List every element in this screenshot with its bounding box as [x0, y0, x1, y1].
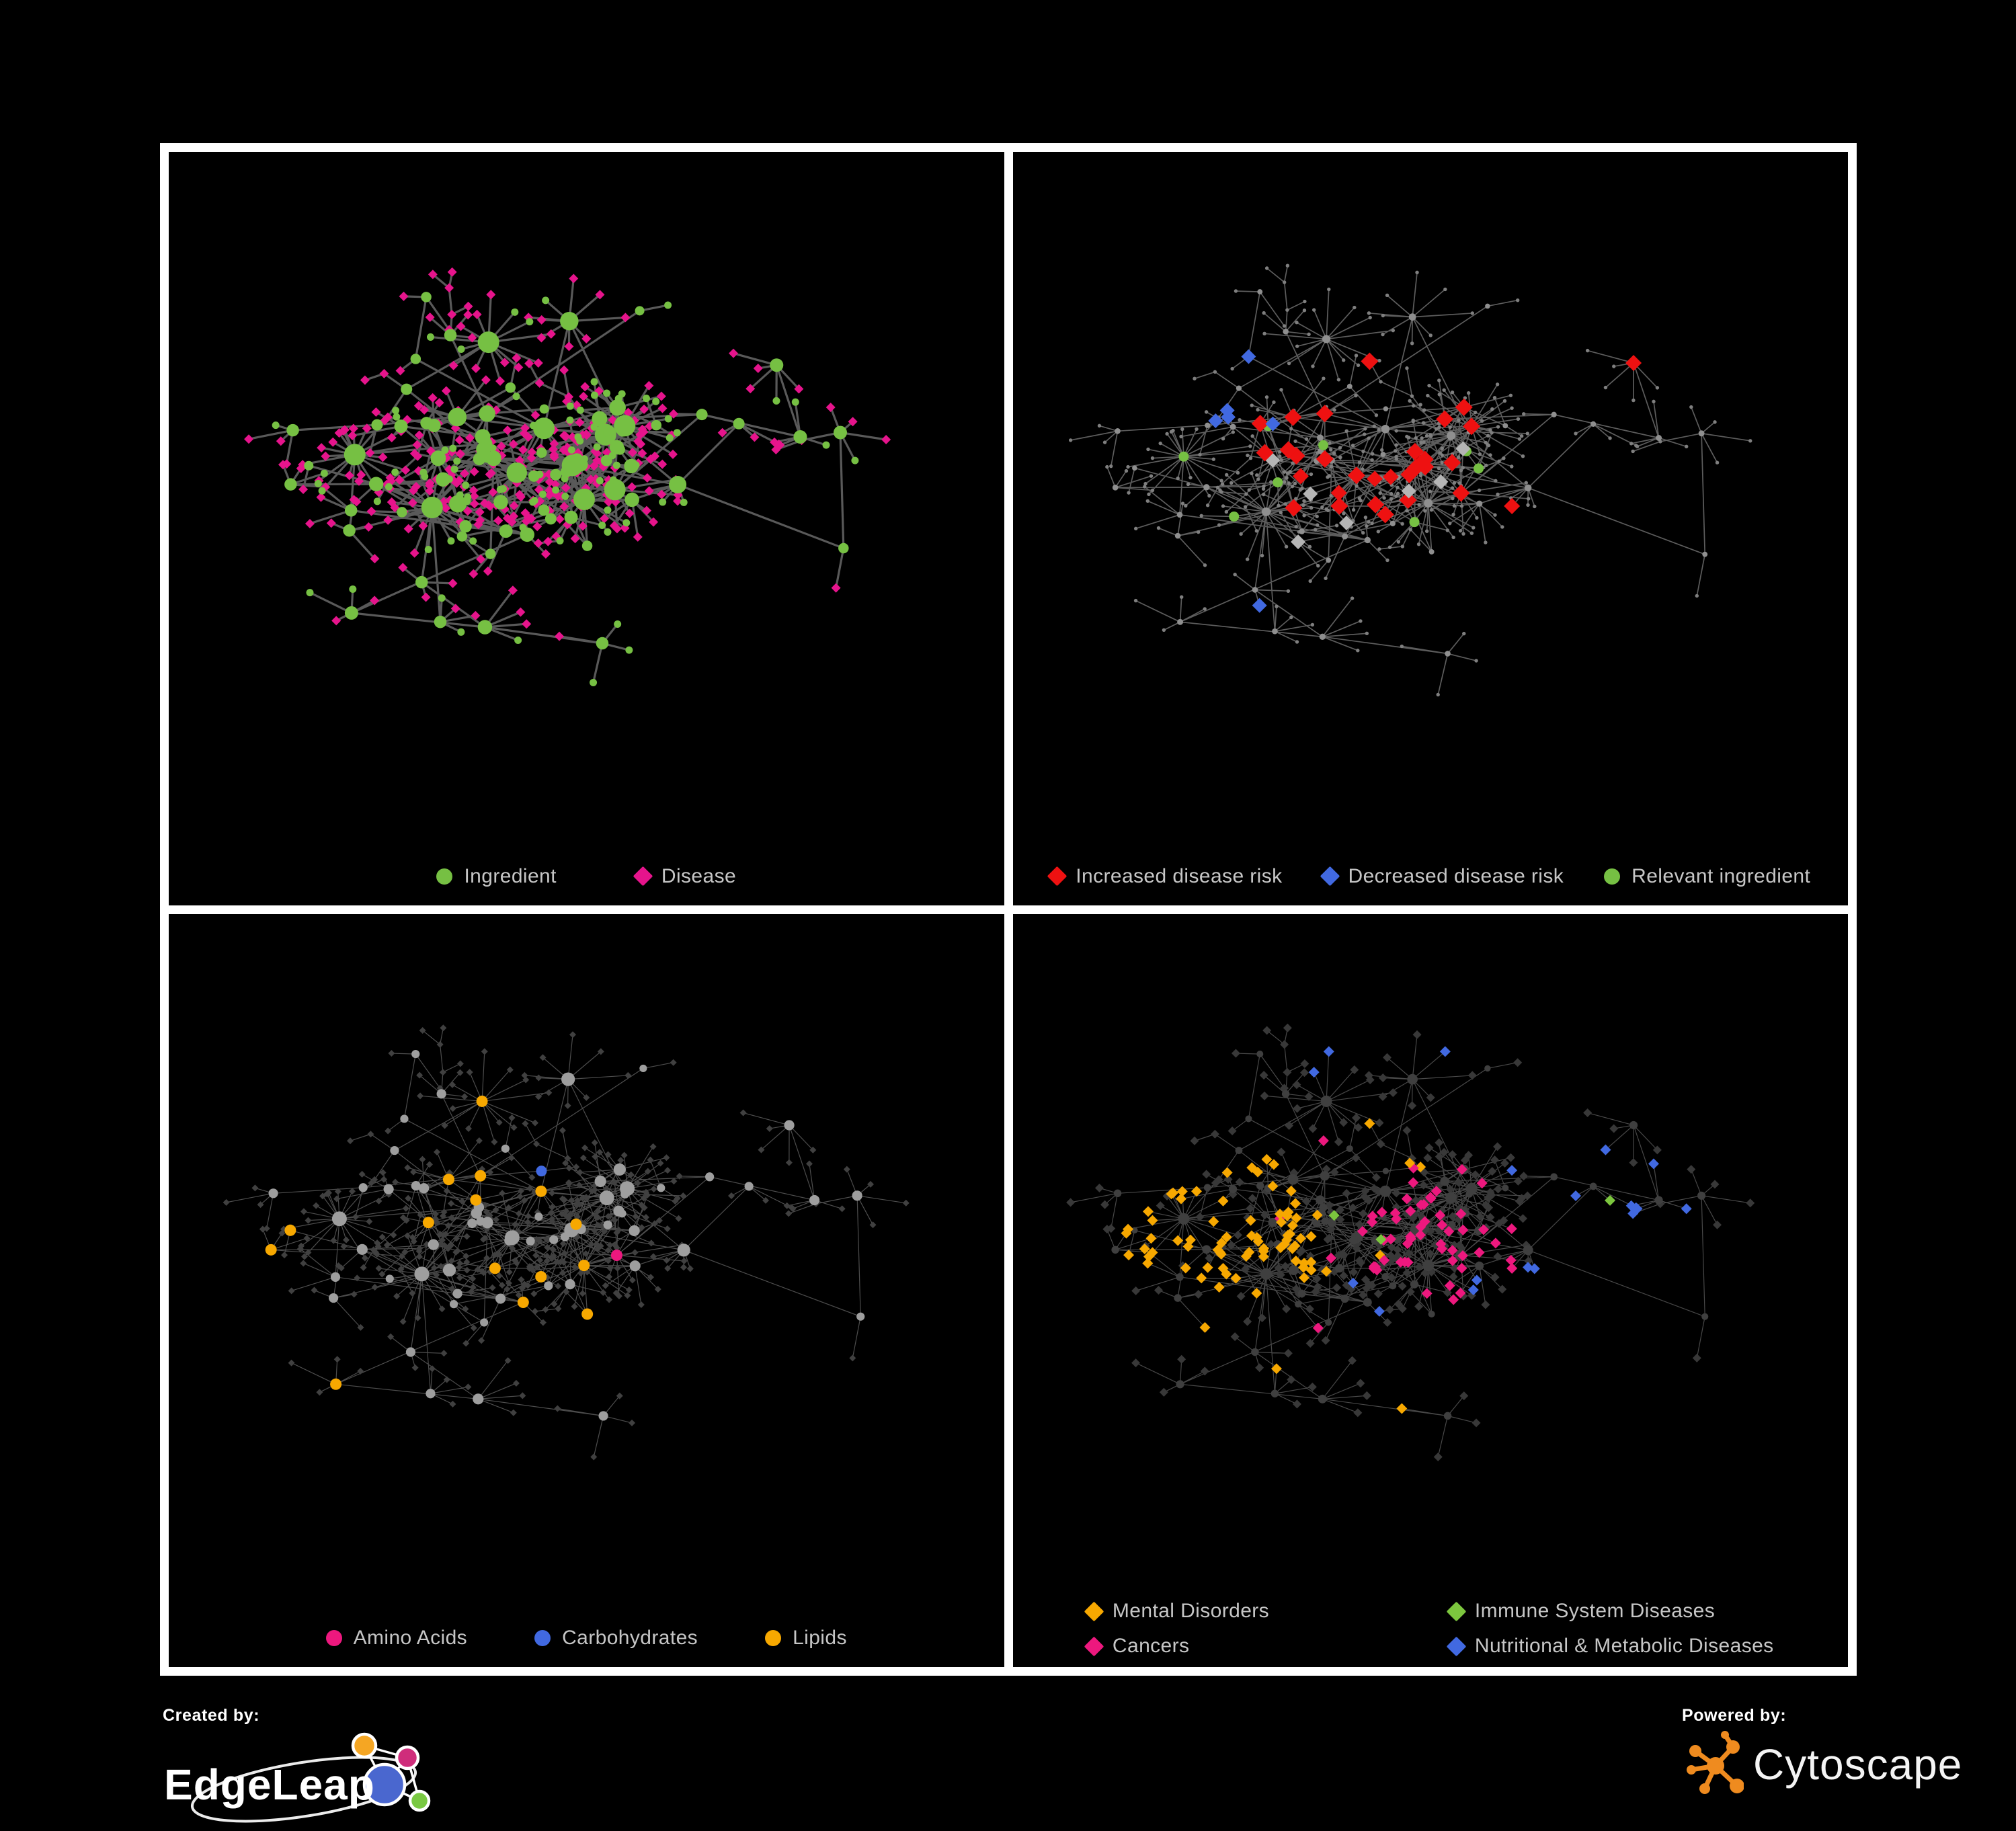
legend-item: Mental Disorders: [1084, 1600, 1426, 1623]
legend-item: Relevant ingredient: [1604, 865, 1810, 888]
network-graph: [1068, 263, 1752, 697]
legend-item: Cancers: [1084, 1635, 1426, 1658]
edgeleap-node-pink: [395, 1745, 420, 1771]
legend-marker-diamond-icon: [1320, 866, 1340, 887]
network-graph: [1065, 1023, 1755, 1461]
legend-marker-diamond-icon: [633, 866, 653, 887]
cytoscape-wordmark: Cytoscape: [1753, 1740, 1963, 1789]
powered-by-block: Powered by: Cytoscape: [1682, 1706, 1962, 1799]
edgeleap-glyph-nodes: [351, 1732, 431, 1812]
panel-grid: Ingredient Disease Increased disease risk…: [169, 152, 1848, 1667]
legend-label: Disease: [661, 864, 737, 887]
network-nodes: [244, 267, 891, 686]
created-by-label: Created by:: [163, 1706, 260, 1725]
cytoscape-glyph-nodes: [1687, 1731, 1744, 1794]
legend-item: Immune System Diseases: [1446, 1600, 1774, 1623]
created-by-block: Created by: EdgeLeap: [163, 1706, 485, 1831]
edgeleap-node-green: [408, 1789, 431, 1812]
legend-marker-circle-icon: [534, 1630, 551, 1646]
network-graph: [223, 1024, 910, 1460]
poster-frame: Ingredient Disease Increased disease risk…: [160, 143, 1857, 1676]
legend-marker-circle-icon: [765, 1630, 782, 1646]
network-graph: [244, 267, 891, 686]
powered-by-label: Powered by:: [1682, 1706, 1787, 1725]
legend-label: Increased disease risk: [1076, 864, 1283, 887]
legend-item: Lipids: [765, 1627, 847, 1650]
legend: Ingredient Disease: [169, 865, 1004, 888]
legend-marker-circle-icon: [436, 868, 453, 885]
legend-marker-diamond-icon: [1047, 866, 1067, 887]
legend: Amino Acids Carbohydrates Lipids: [169, 1627, 1004, 1650]
network-nodes: [1065, 1023, 1755, 1461]
panel-nutrient-classes: Amino Acids Carbohydrates Lipids: [169, 913, 1004, 1667]
legend-item: Disease: [633, 864, 737, 888]
legend-item: Increased disease risk: [1047, 864, 1283, 888]
panel-ingredient-disease: Ingredient Disease: [169, 152, 1004, 905]
legend-label: Mental Disorders: [1112, 1600, 1270, 1622]
network-nodes: [223, 1024, 910, 1460]
network-nodes: [1068, 263, 1752, 697]
legend-marker-diamond-icon: [1446, 1636, 1467, 1656]
legend-marker-diamond-icon: [1084, 1601, 1104, 1621]
legend-label: Amino Acids: [353, 1627, 468, 1649]
legend-item: Carbohydrates: [534, 1627, 698, 1650]
network-edges: [226, 1027, 906, 1457]
legend-label: Lipids: [793, 1627, 847, 1649]
legend-item: Nutritional & Metabolic Diseases: [1446, 1635, 1774, 1658]
edgeleap-wordmark: EdgeLeap: [164, 1760, 375, 1809]
legend-label: Cancers: [1112, 1635, 1190, 1657]
panel-disease-risk: Increased disease risk Decreased disease …: [1012, 152, 1849, 905]
legend: Increased disease risk Decreased disease …: [1013, 865, 1849, 888]
panel-disease-classes: Mental Disorders Immune System Diseases Ca…: [1012, 913, 1849, 1667]
legend-item: Decreased disease risk: [1320, 864, 1564, 888]
legend-marker-diamond-icon: [1084, 1636, 1104, 1656]
legend-label: Immune System Diseases: [1474, 1600, 1716, 1622]
edgeleap-logo: EdgeLeap: [164, 1732, 431, 1823]
legend-item: Ingredient: [436, 865, 556, 888]
edgeleap-node-blue: [362, 1762, 407, 1807]
legend-label: Relevant ingredient: [1631, 864, 1811, 887]
legend-label: Decreased disease risk: [1348, 864, 1564, 887]
legend-marker-diamond-icon: [1446, 1601, 1467, 1621]
legend: Mental Disorders Immune System Diseases Ca…: [1013, 1600, 1849, 1658]
legend-label: Ingredient: [464, 864, 557, 887]
edgeleap-node-orange: [351, 1732, 378, 1759]
legend-item: Amino Acids: [325, 1627, 468, 1650]
cytoscape-logo-icon: [1687, 1731, 1744, 1794]
legend-label: Carbohydrates: [562, 1627, 698, 1649]
legend-label: Nutritional & Metabolic Diseases: [1474, 1635, 1774, 1657]
legend-marker-circle-icon: [325, 1630, 342, 1646]
edgeleap-swoosh: [190, 1756, 417, 1823]
legend-marker-circle-icon: [1604, 868, 1621, 885]
